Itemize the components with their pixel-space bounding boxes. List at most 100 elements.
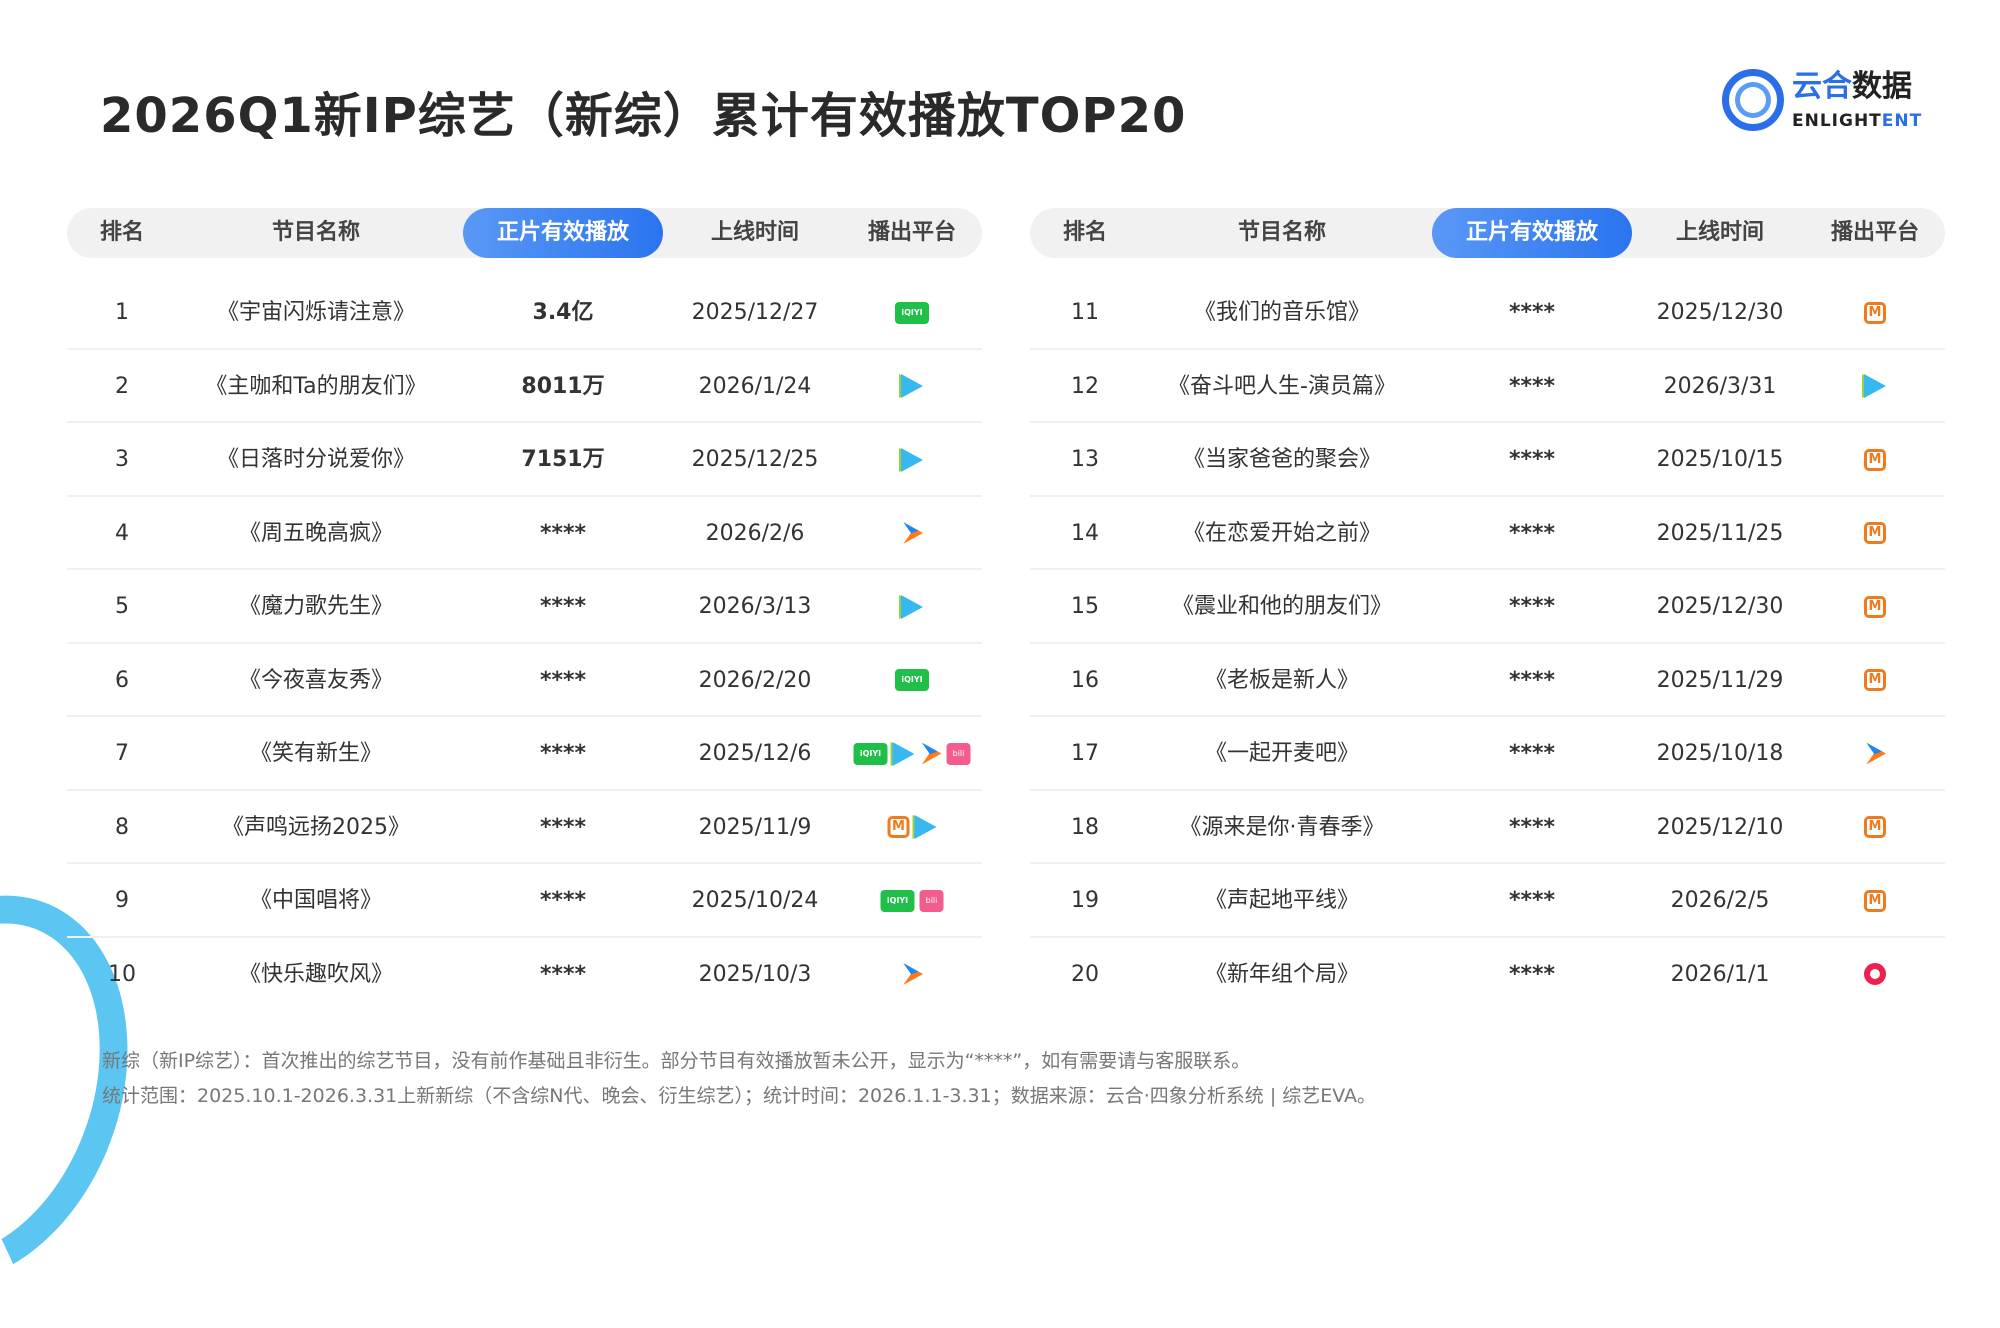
name-cell: 《声起地平线》 xyxy=(1204,888,1360,913)
table-header: 排名 节目名称 正片有效播放 上线时间 播出平台 xyxy=(1030,208,1945,258)
rank-cell: 7 xyxy=(115,741,129,766)
plays-cell: **** xyxy=(1508,667,1556,693)
table-row: 6 《今夜喜友秀》 **** 2026/2/20 iQIYI xyxy=(67,644,982,717)
table-row: 9 《中国唱将》 **** 2025/10/24 iQIYI bili xyxy=(67,864,982,938)
plays-cell: **** xyxy=(1508,594,1556,619)
header-name: 节目名称 xyxy=(1237,220,1327,245)
date-cell: 2025/12/30 xyxy=(1656,300,1784,325)
platform-cell: M xyxy=(1864,864,1886,937)
name-cell: 《当家爸爸的聚会》 xyxy=(1182,447,1382,472)
plays-cell: **** xyxy=(1508,741,1556,766)
name-cell: 《主咖和Ta的朋友们》 xyxy=(205,373,427,399)
date-cell: 2025/10/15 xyxy=(1656,447,1784,472)
plays-cell: **** xyxy=(1508,300,1556,325)
logo-en-blue: ENT xyxy=(1881,111,1923,131)
logo-cn-dark: 数据 xyxy=(1852,69,1912,104)
platform-cell: M xyxy=(887,791,937,864)
date-cell: 2025/11/25 xyxy=(1656,520,1784,546)
date-cell: 2026/1/24 xyxy=(698,373,812,399)
mgtv-icon: M xyxy=(887,816,910,838)
platform-cell xyxy=(901,350,923,423)
plays-cell: **** xyxy=(1508,961,1556,987)
platform-cell: M xyxy=(1864,791,1886,864)
footnote-definition: 新综（新IP综艺）：首次推出的综艺节目，没有前作基础且非衍生。部分节目有效播放暂… xyxy=(102,1050,1251,1072)
rank-cell: 13 xyxy=(1071,447,1099,472)
date-cell: 2025/12/27 xyxy=(691,300,819,325)
youku-icon xyxy=(1866,742,1886,765)
platform-cell: iQIYI bili xyxy=(880,864,944,937)
plays-cell: **** xyxy=(539,961,587,987)
table-row: 16 《老板是新人》 **** 2025/11/29 M xyxy=(1030,644,1945,717)
rank-cell: 15 xyxy=(1071,594,1099,619)
date-cell: 2026/2/20 xyxy=(698,667,812,693)
plays-cell: **** xyxy=(1508,520,1556,546)
tencent-icon xyxy=(901,447,923,472)
table-row: 4 《周五晚高疯》 **** 2026/2/6 xyxy=(67,497,982,570)
name-cell: 《笑有新生》 xyxy=(249,741,383,766)
plays-cell: **** xyxy=(539,594,587,619)
platform-cell: iQIYI bili xyxy=(853,717,971,790)
rank-cell: 18 xyxy=(1071,814,1099,840)
mgtv-icon: M xyxy=(1864,522,1886,544)
ranking-table-right: 排名 节目名称 正片有效播放 上线时间 播出平台 11 《我们的音乐馆》 **** 2… xyxy=(1030,208,1945,1011)
youku-icon xyxy=(903,963,923,985)
plays-cell: **** xyxy=(539,814,587,840)
rank-cell: 20 xyxy=(1071,961,1099,987)
table-body: 1 《宇宙闪烁请注意》 3.4亿 2025/12/27 iQIYI 2 《主咖和Ta的朋友们… xyxy=(67,276,982,1011)
table-row: 8 《声鸣远扬2025》 **** 2025/11/9 M xyxy=(67,791,982,864)
date-cell: 2026/2/5 xyxy=(1670,888,1770,913)
name-cell: 《震业和他的朋友们》 xyxy=(1171,594,1393,619)
name-cell: 《源来是你·青春季》 xyxy=(1179,814,1385,840)
table-body: 11 《我们的音乐馆》 **** 2025/12/30 M 12 《奋斗吧人生-演员篇》 **… xyxy=(1030,276,1945,1011)
tencent-icon xyxy=(892,741,915,766)
table-row: 14 《在恋爱开始之前》 **** 2025/11/25 M xyxy=(1030,497,1945,570)
date-cell: 2025/11/29 xyxy=(1656,667,1784,693)
date-cell: 2025/10/3 xyxy=(698,961,812,987)
header-rank: 排名 xyxy=(99,220,145,245)
mgtv-icon: M xyxy=(1864,669,1886,691)
table-row: 20 《新年组个局》 **** 2026/1/1 xyxy=(1030,938,1945,1012)
header-date: 上线时间 xyxy=(710,220,800,245)
plays-cell: 8011万 xyxy=(521,373,605,399)
table-row: 10 《快乐趣吹风》 **** 2025/10/3 xyxy=(67,938,982,1012)
header-platform: 播出平台 xyxy=(867,220,957,245)
header-date: 上线时间 xyxy=(1675,220,1765,245)
rank-cell: 9 xyxy=(115,888,129,913)
table-row: 3 《日落时分说爱你》 7151万 2025/12/25 xyxy=(67,423,982,497)
iqiyi-icon: iQIYI xyxy=(853,742,888,765)
platform-cell: M xyxy=(1864,423,1886,496)
rank-cell: 17 xyxy=(1071,741,1099,766)
tencent-icon xyxy=(901,374,923,398)
plays-cell: 7151万 xyxy=(521,447,605,472)
rank-cell: 5 xyxy=(115,594,129,619)
mgtv-icon: M xyxy=(1864,889,1886,912)
table-row: 7 《笑有新生》 **** 2025/12/6 iQIYI bili xyxy=(67,717,982,791)
red-icon xyxy=(1864,963,1886,985)
platform-cell: M xyxy=(1864,276,1886,349)
name-cell: 《中国唱将》 xyxy=(249,888,383,913)
mgtv-icon: M xyxy=(1864,448,1886,471)
tencent-icon xyxy=(901,594,923,619)
rank-cell: 1 xyxy=(115,300,129,325)
header-platform: 播出平台 xyxy=(1830,220,1920,245)
rank-cell: 6 xyxy=(115,667,129,693)
name-cell: 《奋斗吧人生-演员篇》 xyxy=(1168,373,1396,399)
platform-cell: M xyxy=(1864,644,1886,717)
platform-cell xyxy=(1864,717,1886,790)
table-row: 2 《主咖和Ta的朋友们》 8011万 2026/1/24 xyxy=(67,350,982,423)
platform-cell: iQIYI xyxy=(895,644,929,717)
platform-cell xyxy=(1864,938,1886,1011)
iqiyi-icon: iQIYI xyxy=(880,889,915,912)
table-row: 19 《声起地平线》 **** 2026/2/5 M xyxy=(1030,864,1945,938)
header-name: 节目名称 xyxy=(271,220,361,245)
plays-cell: **** xyxy=(1508,447,1556,472)
rank-cell: 12 xyxy=(1071,373,1099,399)
plays-cell: **** xyxy=(1508,814,1556,840)
name-cell: 《在恋爱开始之前》 xyxy=(1182,520,1382,546)
date-cell: 2025/12/25 xyxy=(691,447,819,472)
logo-ring-icon xyxy=(1722,69,1784,131)
table-row: 12 《奋斗吧人生-演员篇》 **** 2026/3/31 xyxy=(1030,350,1945,423)
platform-cell xyxy=(901,570,923,643)
rank-cell: 11 xyxy=(1071,300,1099,325)
name-cell: 《魔力歌先生》 xyxy=(238,594,394,619)
